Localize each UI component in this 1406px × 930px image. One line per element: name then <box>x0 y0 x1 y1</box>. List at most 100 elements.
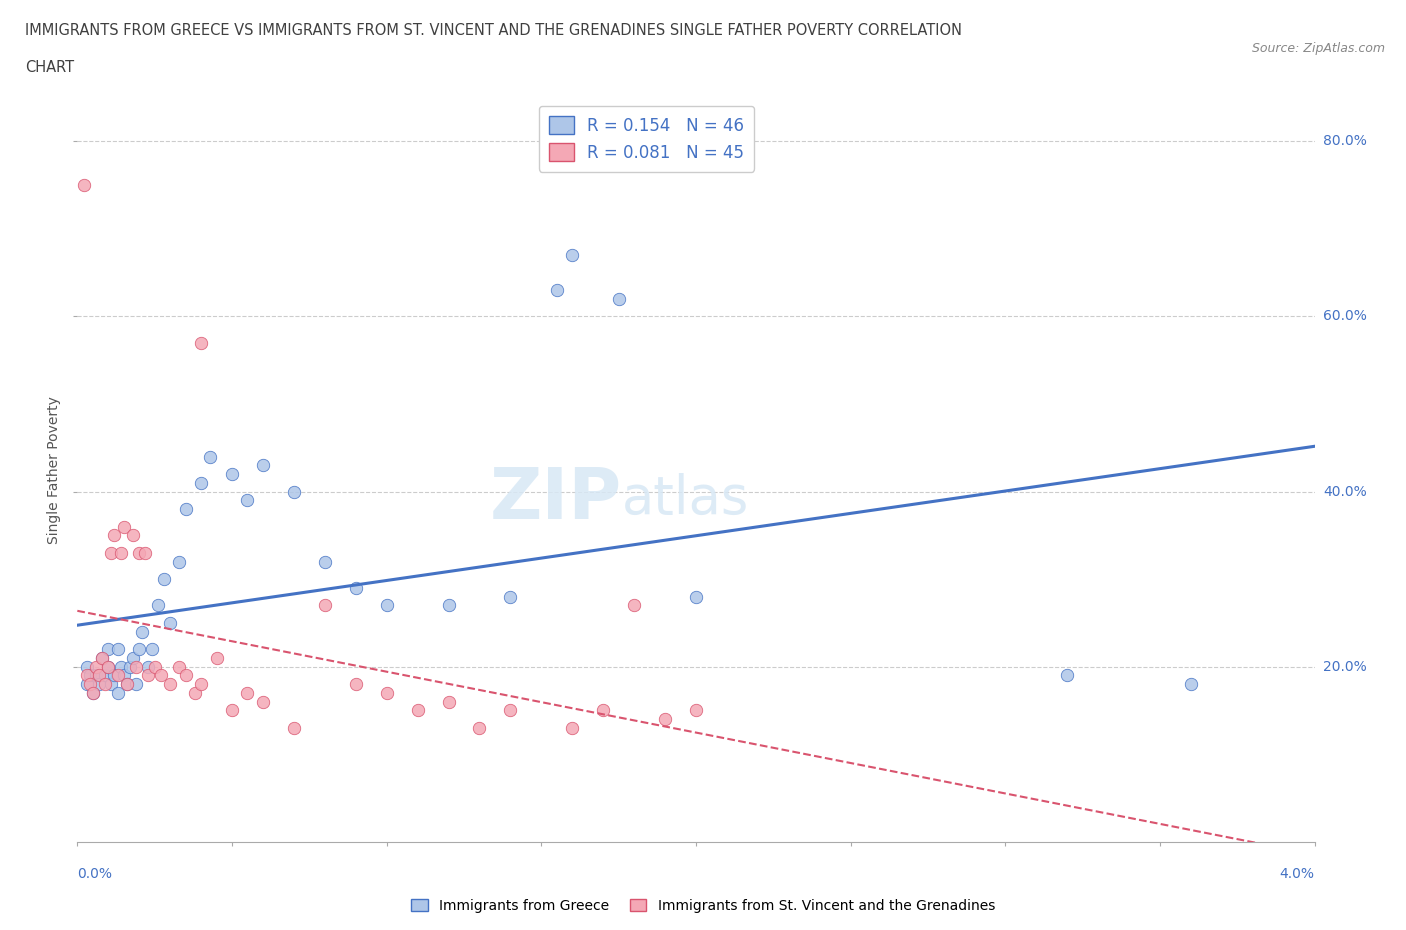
Point <box>221 467 243 482</box>
Point <box>437 598 460 613</box>
Point <box>128 545 150 560</box>
Point <box>79 668 101 683</box>
Point <box>252 694 274 709</box>
Text: 0.0%: 0.0% <box>77 867 112 881</box>
Point <box>654 711 676 726</box>
Point <box>79 677 101 692</box>
Point <box>107 668 129 683</box>
Point <box>499 589 522 604</box>
Point <box>122 528 145 543</box>
Point <box>84 668 107 683</box>
Point <box>134 545 156 560</box>
Point <box>283 721 305 736</box>
Point <box>184 685 207 700</box>
Point <box>82 685 104 700</box>
Point <box>159 677 181 692</box>
Legend: Immigrants from Greece, Immigrants from St. Vincent and the Grenadines: Immigrants from Greece, Immigrants from … <box>405 894 1001 919</box>
Point <box>252 458 274 472</box>
Point <box>592 703 614 718</box>
Point <box>91 650 114 665</box>
Point <box>94 677 117 692</box>
Point <box>110 545 132 560</box>
Point <box>190 475 212 490</box>
Point <box>103 528 125 543</box>
Text: IMMIGRANTS FROM GREECE VS IMMIGRANTS FROM ST. VINCENT AND THE GRENADINES SINGLE : IMMIGRANTS FROM GREECE VS IMMIGRANTS FRO… <box>25 23 962 38</box>
Point <box>82 685 104 700</box>
Point <box>159 616 181 631</box>
Point <box>97 659 120 674</box>
Point <box>143 659 166 674</box>
Point <box>122 650 145 665</box>
Text: Source: ZipAtlas.com: Source: ZipAtlas.com <box>1251 42 1385 55</box>
Point <box>283 485 305 499</box>
Point <box>97 659 120 674</box>
Point <box>174 668 197 683</box>
Point <box>115 677 138 692</box>
Point <box>87 668 110 683</box>
Point <box>314 554 336 569</box>
Point <box>125 659 148 674</box>
Point <box>236 493 259 508</box>
Point <box>169 659 191 674</box>
Point <box>100 677 122 692</box>
Point <box>131 624 153 639</box>
Point <box>190 677 212 692</box>
Point <box>141 642 163 657</box>
Point <box>205 650 228 665</box>
Point <box>118 659 141 674</box>
Point <box>110 659 132 674</box>
Point <box>236 685 259 700</box>
Point <box>437 694 460 709</box>
Text: ZIP: ZIP <box>489 465 621 534</box>
Point <box>146 598 169 613</box>
Point <box>623 598 645 613</box>
Text: 20.0%: 20.0% <box>1323 659 1367 673</box>
Point <box>406 703 429 718</box>
Point <box>76 677 98 692</box>
Point <box>221 703 243 718</box>
Point <box>561 721 583 736</box>
Point <box>107 685 129 700</box>
Point <box>97 642 120 657</box>
Point <box>138 659 160 674</box>
Point <box>84 659 107 674</box>
Point <box>546 283 568 298</box>
Text: CHART: CHART <box>25 60 75 75</box>
Point <box>499 703 522 718</box>
Point <box>314 598 336 613</box>
Point <box>169 554 191 569</box>
Legend: R = 0.154   N = 46, R = 0.081   N = 45: R = 0.154 N = 46, R = 0.081 N = 45 <box>538 106 754 172</box>
Text: atlas: atlas <box>621 473 749 525</box>
Point <box>200 449 222 464</box>
Point <box>685 589 707 604</box>
Point <box>344 677 367 692</box>
Point <box>138 668 160 683</box>
Point <box>94 668 117 683</box>
Point <box>112 519 135 534</box>
Point <box>153 572 176 587</box>
Point <box>1180 677 1202 692</box>
Point <box>375 685 398 700</box>
Point <box>375 598 398 613</box>
Point <box>103 668 125 683</box>
Point <box>107 642 129 657</box>
Point <box>72 178 94 193</box>
Point <box>125 677 148 692</box>
Point <box>344 580 367 595</box>
Point <box>91 650 114 665</box>
Point <box>190 336 212 351</box>
Point <box>115 677 138 692</box>
Text: 60.0%: 60.0% <box>1323 310 1367 324</box>
Point <box>561 247 583 262</box>
Point <box>607 291 630 306</box>
Point <box>685 703 707 718</box>
Point <box>128 642 150 657</box>
Point <box>149 668 172 683</box>
Y-axis label: Single Father Poverty: Single Father Poverty <box>48 395 62 544</box>
Point <box>1056 668 1078 683</box>
Point <box>76 668 98 683</box>
Text: 4.0%: 4.0% <box>1279 867 1315 881</box>
Point <box>100 545 122 560</box>
Point <box>174 501 197 516</box>
Text: 40.0%: 40.0% <box>1323 485 1367 498</box>
